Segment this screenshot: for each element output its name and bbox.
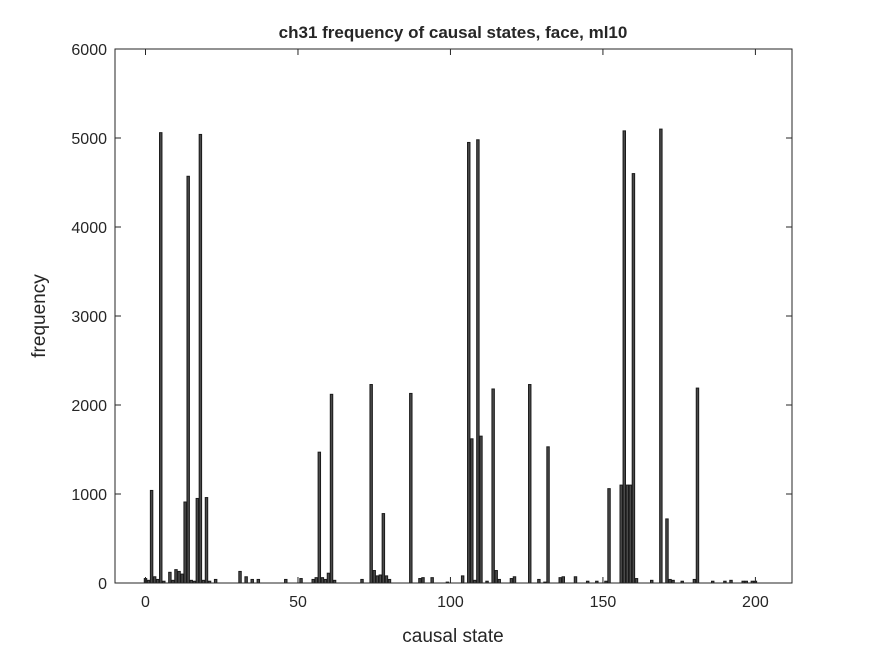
bar — [546, 446, 550, 584]
bar — [180, 573, 184, 584]
bar — [430, 577, 434, 584]
bar — [299, 578, 303, 584]
bar — [174, 569, 178, 584]
bar — [561, 576, 566, 584]
bar — [204, 497, 209, 584]
bar — [607, 488, 611, 584]
bar — [168, 571, 172, 584]
bar — [155, 578, 160, 584]
bar — [467, 141, 471, 584]
bar — [558, 577, 562, 584]
bar — [421, 577, 425, 584]
bar — [512, 576, 517, 584]
bar — [631, 173, 636, 584]
bar — [491, 388, 495, 584]
y-tick-label: 3000 — [71, 309, 107, 326]
bar — [668, 578, 672, 584]
bar — [409, 392, 413, 584]
bar — [497, 578, 501, 584]
bar — [149, 489, 154, 584]
x-axis-label: causal state — [402, 626, 503, 647]
bar — [159, 132, 163, 584]
bar — [625, 484, 630, 584]
bar — [665, 518, 669, 584]
bar — [476, 139, 480, 584]
bar — [375, 575, 379, 584]
y-axis-label: frequency — [29, 274, 50, 358]
bar — [537, 578, 541, 584]
y-tick-label: 2000 — [71, 398, 107, 415]
bar — [622, 130, 626, 584]
bar — [470, 438, 474, 584]
bar — [360, 578, 364, 584]
bar — [384, 575, 389, 584]
bar — [509, 578, 514, 584]
x-tick-label: 200 — [742, 594, 769, 611]
bar — [418, 578, 422, 584]
bar — [183, 501, 187, 584]
y-tick-label: 1000 — [71, 487, 107, 504]
bar — [692, 578, 697, 584]
x-tick-label: 0 — [141, 594, 150, 611]
y-tick-label: 4000 — [71, 220, 107, 237]
bar — [528, 384, 532, 584]
y-tick-label: 5000 — [71, 131, 107, 148]
bar — [314, 577, 318, 584]
bar — [317, 451, 322, 584]
bar — [323, 578, 328, 584]
bar — [494, 570, 498, 584]
bar — [628, 484, 633, 584]
chart-title: ch31 frequency of causal states, face, m… — [279, 23, 628, 42]
bar — [369, 384, 373, 584]
bar — [195, 497, 200, 584]
bar — [460, 575, 465, 584]
bar — [479, 435, 483, 584]
bar — [634, 578, 639, 584]
bar — [326, 572, 331, 584]
bar — [256, 578, 261, 584]
bar — [152, 576, 157, 584]
bar — [250, 578, 254, 584]
x-tick-label: 50 — [289, 594, 307, 611]
bar — [238, 570, 242, 584]
bar — [198, 133, 203, 584]
bar — [177, 570, 181, 584]
y-tick-label: 6000 — [71, 42, 107, 59]
x-tick-label: 100 — [437, 594, 464, 611]
bar — [378, 574, 383, 584]
bar — [320, 577, 325, 584]
bar — [284, 578, 288, 584]
y-tick-label: 0 — [98, 576, 107, 593]
bar — [659, 128, 663, 584]
bar — [372, 570, 376, 584]
bar — [619, 484, 623, 584]
bar — [695, 387, 700, 584]
bar — [381, 513, 386, 584]
bar — [213, 578, 218, 584]
bar — [329, 393, 334, 584]
bar — [186, 175, 190, 584]
x-tick-label: 150 — [590, 594, 617, 611]
bar — [311, 578, 315, 584]
bar — [244, 576, 248, 584]
bar — [387, 578, 392, 584]
bar — [573, 576, 578, 584]
